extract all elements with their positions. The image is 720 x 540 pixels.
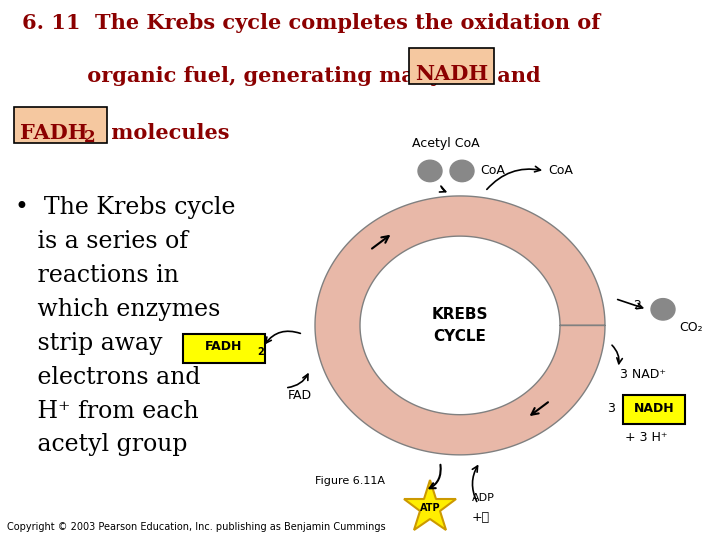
Text: 3: 3 [607,402,615,415]
Text: +Ⓟ: +Ⓟ [472,511,490,524]
Text: 2: 2 [257,347,264,357]
Text: reactions in: reactions in [15,264,179,287]
Text: ATP: ATP [420,503,441,514]
Text: H⁺ from each: H⁺ from each [15,400,199,422]
FancyBboxPatch shape [183,334,265,363]
Text: KREBS: KREBS [432,307,488,322]
Circle shape [450,160,474,181]
Circle shape [418,160,442,181]
Text: electrons and: electrons and [15,366,200,389]
Text: strip away: strip away [15,332,163,355]
Text: 6. 11  The Krebs cycle completes the oxidation of: 6. 11 The Krebs cycle completes the oxid… [22,13,600,33]
Text: molecules: molecules [104,123,230,143]
Text: FADH: FADH [20,123,88,143]
Text: CO₂: CO₂ [679,321,703,334]
Circle shape [651,299,675,320]
Text: and: and [490,66,540,86]
Polygon shape [315,196,605,455]
Text: + 3 H⁺: + 3 H⁺ [625,431,667,444]
Text: CYCLE: CYCLE [433,329,487,343]
Text: acetyl group: acetyl group [15,434,187,456]
Text: 2: 2 [633,299,641,312]
Text: organic fuel, generating many: organic fuel, generating many [22,66,449,86]
Text: Figure 6.11A: Figure 6.11A [315,476,385,486]
Text: 3 NAD⁺: 3 NAD⁺ [620,368,666,381]
Text: CoA: CoA [548,165,573,178]
Text: ADP: ADP [472,492,495,503]
Text: FAD: FAD [288,389,312,402]
FancyBboxPatch shape [14,107,107,143]
FancyBboxPatch shape [409,48,494,84]
Text: NADH: NADH [634,402,675,415]
Text: FADH: FADH [205,340,243,353]
Text: which enzymes: which enzymes [15,298,220,321]
Text: Copyright © 2003 Pearson Education, Inc. publishing as Benjamin Cummings: Copyright © 2003 Pearson Education, Inc.… [7,522,386,532]
Text: •  The Krebs cycle: • The Krebs cycle [15,196,235,219]
Text: CoA: CoA [480,165,505,178]
Text: 2: 2 [84,129,95,146]
Text: NADH: NADH [415,64,488,84]
FancyBboxPatch shape [623,395,685,423]
Text: is a series of: is a series of [15,230,188,253]
Text: Acetyl CoA: Acetyl CoA [412,137,480,150]
